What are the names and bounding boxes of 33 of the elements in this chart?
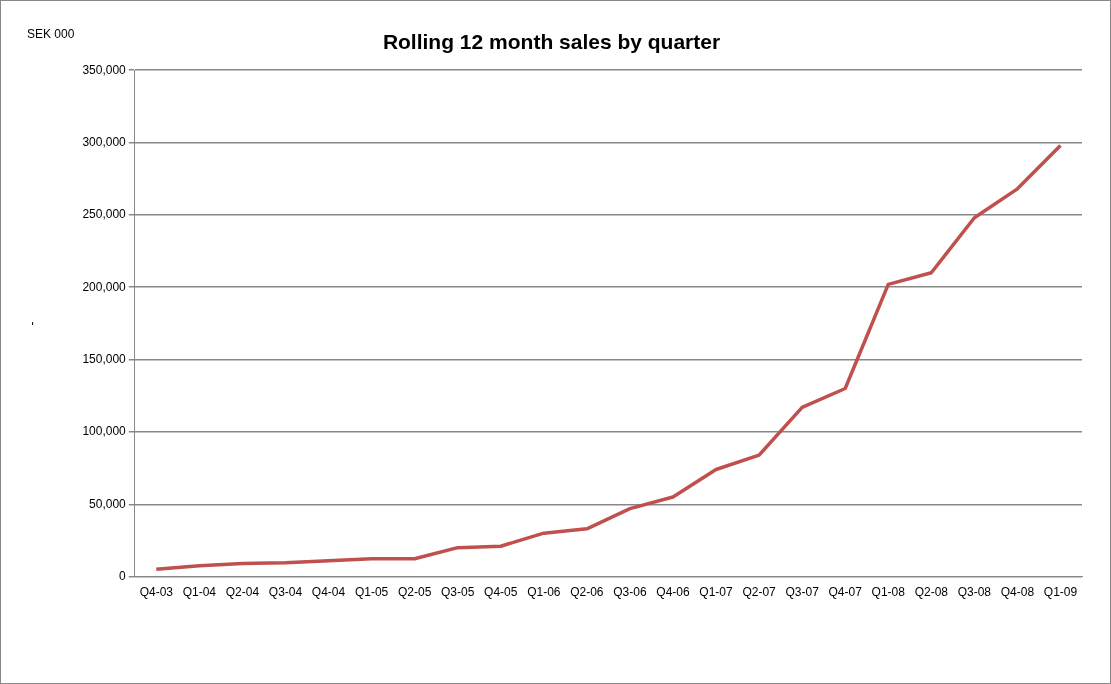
x-tick-label: Q4-04 (311, 585, 346, 600)
x-tick-label: Q3-06 (613, 585, 647, 600)
y-tick-label: 250,000 (82, 207, 127, 222)
x-tick-label: Q3-04 (268, 585, 303, 600)
y-tick-label: 50,000 (89, 496, 127, 511)
x-tick-label: Q1-07 (699, 585, 734, 600)
x-tick-label: Q4-05 (484, 585, 518, 600)
x-tick-label: Q4-06 (656, 585, 690, 600)
x-tick-label: Q3-07 (785, 585, 820, 600)
x-tick-label: Q3-05 (441, 585, 475, 600)
x-tick-label: Q1-09 (1043, 585, 1078, 600)
x-tick-label: Q1-04 (182, 585, 217, 600)
y-tick-label: 0 (119, 568, 127, 583)
x-tick-label: Q1-06 (527, 585, 561, 600)
x-tick-label: Q4-07 (828, 585, 863, 600)
x-tick-label: Q2-04 (225, 585, 260, 600)
x-tick-label: Q2-05 (397, 585, 432, 600)
chart-title: Rolling 12 month sales by quarter (382, 30, 721, 54)
y-tick-label: 150,000 (82, 351, 127, 366)
y-tick-label: 300,000 (82, 134, 127, 149)
x-tick-label: Q1-08 (871, 585, 906, 600)
x-tick-label: Q4-03 (139, 585, 174, 600)
x-tick-label: Q2-08 (914, 585, 949, 600)
x-tick-label: Q1-05 (354, 585, 389, 600)
y-tick-label: 350,000 (82, 62, 127, 77)
x-tick-label: Q2-07 (742, 585, 777, 600)
y-axis-title: - (24, 321, 39, 326)
text: SEK 000 (27, 27, 75, 41)
x-tick-label: Q4-08 (1000, 585, 1035, 600)
y-tick-label: 200,000 (82, 279, 127, 294)
x-tick-label: Q3-08 (957, 585, 992, 600)
y-tick-label: 100,000 (82, 424, 127, 439)
x-tick-label: Q2-06 (570, 585, 604, 600)
